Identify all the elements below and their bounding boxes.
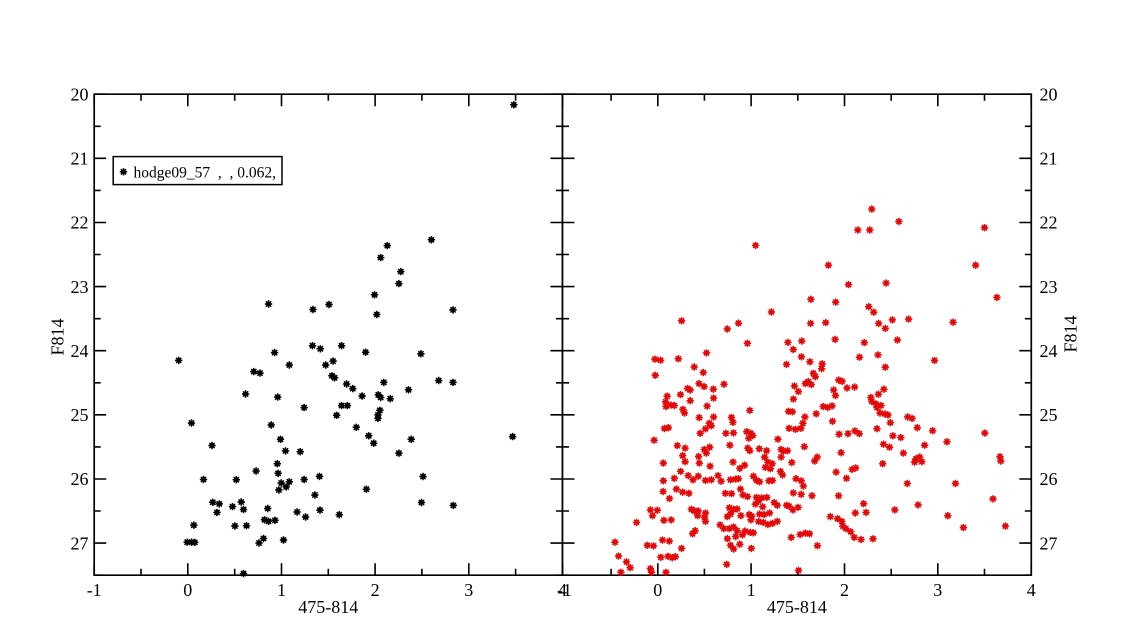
- svg-text:24: 24: [1040, 341, 1058, 361]
- svg-text:4: 4: [558, 580, 567, 600]
- svg-text:-1: -1: [87, 580, 102, 600]
- svg-text:23: 23: [1040, 277, 1058, 297]
- svg-text:3: 3: [933, 580, 942, 600]
- svg-text:2: 2: [840, 580, 849, 600]
- svg-text:26: 26: [71, 469, 89, 489]
- svg-text:25: 25: [1040, 405, 1058, 425]
- svg-text:26: 26: [1040, 469, 1058, 489]
- svg-text:25: 25: [71, 405, 89, 425]
- svg-text:3: 3: [464, 580, 473, 600]
- svg-text:-1: -1: [557, 580, 572, 600]
- svg-text:20: 20: [71, 84, 89, 104]
- svg-text:24: 24: [71, 341, 89, 361]
- svg-text:F814: F814: [1061, 315, 1081, 352]
- svg-text:23: 23: [71, 277, 89, 297]
- svg-text:1: 1: [747, 580, 756, 600]
- svg-text:0: 0: [653, 580, 662, 600]
- svg-text:21: 21: [1040, 149, 1058, 169]
- svg-text:4: 4: [1027, 580, 1036, 600]
- svg-text:1: 1: [277, 580, 286, 600]
- svg-text:22: 22: [1040, 213, 1058, 233]
- svg-text:475-814: 475-814: [767, 597, 827, 617]
- svg-text:20: 20: [1040, 84, 1058, 104]
- svg-text:2: 2: [371, 580, 380, 600]
- svg-text:hodge09_57 , , 0.062,: hodge09_57 , , 0.062,: [134, 165, 277, 182]
- svg-text:475-814: 475-814: [298, 597, 358, 617]
- svg-text:21: 21: [71, 149, 89, 169]
- svg-text:27: 27: [1040, 533, 1058, 553]
- svg-text:27: 27: [71, 533, 89, 553]
- svg-text:22: 22: [71, 213, 89, 233]
- svg-text:0: 0: [183, 580, 192, 600]
- svg-text:F814: F814: [48, 318, 68, 355]
